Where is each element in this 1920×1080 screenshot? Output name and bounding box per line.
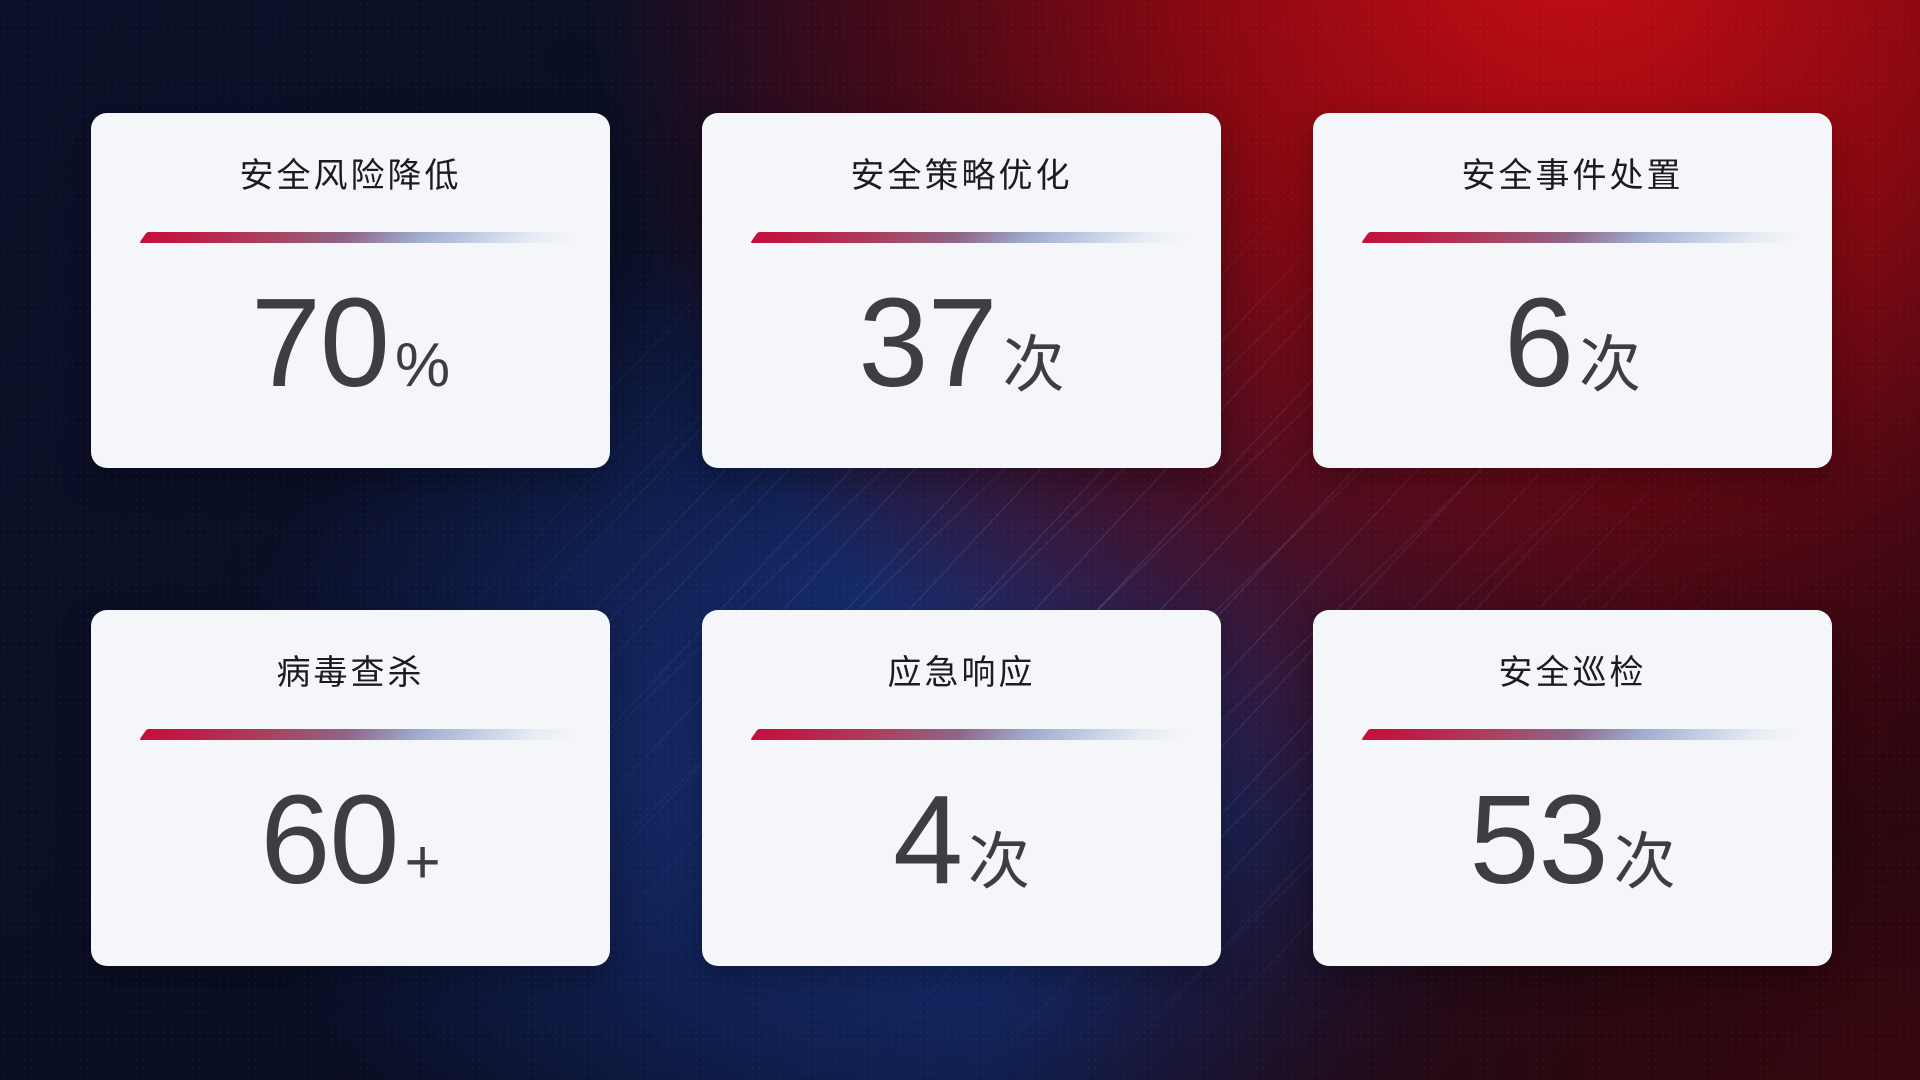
card-value: 6: [1503, 272, 1574, 413]
gradient-divider: [750, 232, 1200, 243]
card-unit: %: [395, 331, 451, 400]
gradient-divider: [139, 232, 589, 243]
stat-card-risk-reduction: 安全风险降低 70 %: [91, 113, 610, 468]
card-value-row: 70 %: [91, 280, 610, 406]
card-unit: 次: [968, 828, 1031, 897]
card-value-row: 53 次: [1313, 777, 1832, 903]
gradient-divider: [139, 729, 589, 740]
card-title: 应急响应: [887, 654, 1036, 692]
card-value: 4: [892, 769, 963, 910]
stat-card-policy-optimization: 安全策略优化 37 次: [702, 113, 1221, 468]
card-title: 病毒查杀: [276, 654, 425, 692]
card-value: 37: [858, 272, 997, 413]
stat-card-emergency-response: 应急响应 4 次: [702, 610, 1221, 966]
card-value-row: 37 次: [702, 280, 1221, 406]
stat-card-grid: 安全风险降低 70 % 安全策略优化 37 次 安全事件处置 6 次 病毒查: [91, 113, 1832, 966]
card-value-row: 60 +: [91, 777, 610, 903]
card-title: 安全策略优化: [850, 157, 1073, 195]
card-unit: +: [404, 828, 441, 897]
gradient-divider: [1361, 729, 1811, 740]
card-title: 安全巡检: [1498, 654, 1647, 692]
card-title: 安全风险降低: [239, 157, 462, 195]
card-value-row: 4 次: [702, 777, 1221, 903]
gradient-divider: [1361, 232, 1811, 243]
card-unit: 次: [1002, 331, 1065, 400]
stat-card-incident-handling: 安全事件处置 6 次: [1313, 113, 1832, 468]
card-value-row: 6 次: [1313, 280, 1832, 406]
card-unit: 次: [1579, 331, 1642, 400]
stat-card-virus-scan: 病毒查杀 60 +: [91, 610, 610, 966]
gradient-divider: [750, 729, 1200, 740]
stat-card-security-inspection: 安全巡检 53 次: [1313, 610, 1832, 966]
card-unit: 次: [1613, 828, 1676, 897]
card-value: 53: [1469, 769, 1608, 910]
card-value: 60: [260, 769, 399, 910]
card-title: 安全事件处置: [1461, 157, 1684, 195]
card-value: 70: [250, 272, 390, 413]
